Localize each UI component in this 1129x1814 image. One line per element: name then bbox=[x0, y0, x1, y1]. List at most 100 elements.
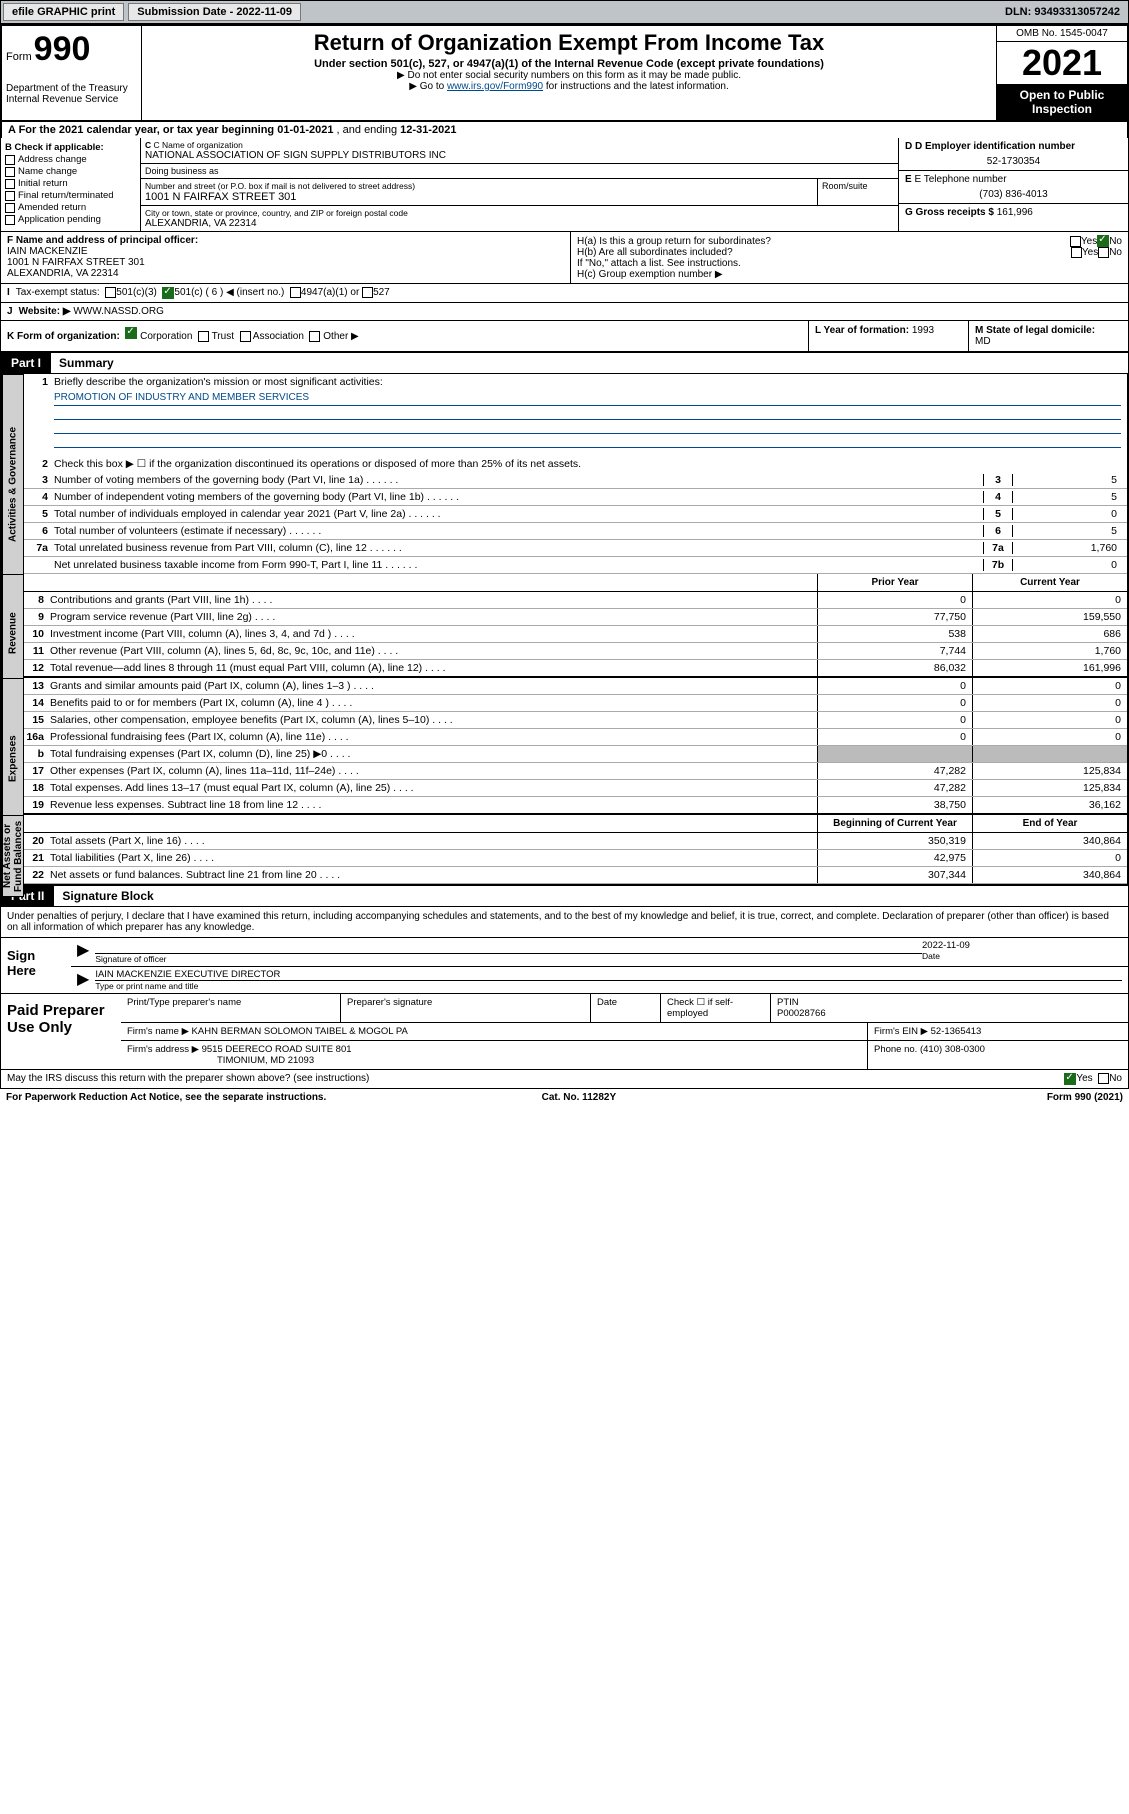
part-1-body: Activities & Governance 1 Briefly descri… bbox=[0, 374, 1129, 886]
b-check-item: Address change bbox=[5, 154, 136, 165]
form-title: Return of Organization Exempt From Incom… bbox=[146, 30, 992, 56]
i-501c-checkbox[interactable] bbox=[162, 287, 174, 299]
firm-name-value: KAHN BERMAN SOLOMON TAIBEL & MOGOL PA bbox=[192, 1026, 408, 1037]
officer-name-field: IAIN MACKENZIE EXECUTIVE DIRECTOR Type o… bbox=[95, 969, 1122, 991]
note2-pre: ▶ Go to bbox=[409, 81, 447, 92]
ha-yes-checkbox[interactable] bbox=[1070, 236, 1081, 247]
ty-pre: A For the 2021 calendar year, or tax yea… bbox=[8, 124, 277, 136]
b-check-item: Amended return bbox=[5, 202, 136, 213]
col-current-year: Current Year bbox=[972, 574, 1127, 591]
checkbox[interactable] bbox=[5, 167, 15, 177]
row-j: J Website: ▶ WWW.NASSD.ORG bbox=[0, 303, 1129, 321]
firm-ein-value: 52-1365413 bbox=[931, 1026, 982, 1037]
checkbox[interactable] bbox=[5, 179, 15, 189]
website-value: WWW.NASSD.ORG bbox=[73, 306, 164, 317]
data-row: 19Revenue less expenses. Subtract line 1… bbox=[24, 797, 1127, 815]
b-check-item: Name change bbox=[5, 166, 136, 177]
data-row: 17Other expenses (Part IX, column (A), l… bbox=[24, 763, 1127, 780]
checkbox[interactable] bbox=[5, 203, 15, 213]
signature-declaration: Under penalties of perjury, I declare th… bbox=[0, 907, 1129, 938]
gov-line: 7aTotal unrelated business revenue from … bbox=[24, 540, 1127, 557]
line-value: 0 bbox=[1013, 559, 1123, 571]
k-trust-checkbox[interactable] bbox=[198, 331, 209, 342]
submission-date-button[interactable]: Submission Date - 2022-11-09 bbox=[128, 3, 301, 21]
line-num: 6 bbox=[28, 525, 54, 537]
i-501c3-checkbox[interactable] bbox=[105, 287, 116, 298]
officer-sig-label: Signature of officer bbox=[95, 954, 922, 964]
line-1-text: Briefly describe the organization's miss… bbox=[54, 376, 1123, 388]
officer-signature-field[interactable]: Signature of officer bbox=[95, 940, 922, 964]
line-text: Total liabilities (Part X, line 26) . . … bbox=[50, 850, 817, 866]
k-o3: Association bbox=[253, 331, 304, 342]
page-footer: For Paperwork Reduction Act Notice, see … bbox=[0, 1089, 1129, 1106]
i-4947-checkbox[interactable] bbox=[290, 287, 301, 298]
revenue-header: Prior Year Current Year bbox=[24, 574, 1127, 592]
current-value: 0 bbox=[972, 695, 1127, 711]
governance-section: Activities & Governance 1 Briefly descri… bbox=[2, 374, 1127, 574]
line-text: Total assets (Part X, line 16) . . . . bbox=[50, 833, 817, 849]
col-c: C C Name of organization NATIONAL ASSOCI… bbox=[141, 138, 898, 231]
hb-no-checkbox[interactable] bbox=[1098, 247, 1109, 258]
hb-note: If "No," attach a list. See instructions… bbox=[577, 258, 1122, 269]
note2-post: for instructions and the latest informat… bbox=[543, 81, 729, 92]
ptin-value: P00028766 bbox=[777, 1008, 1122, 1019]
instructions-link[interactable]: www.irs.gov/Form990 bbox=[447, 81, 543, 92]
line-num: 7a bbox=[28, 542, 54, 554]
k-o4: Other ▶ bbox=[323, 331, 358, 342]
net-assets-section: Net Assets or Fund Balances Beginning of… bbox=[2, 815, 1127, 886]
checkbox[interactable] bbox=[5, 215, 15, 225]
sign-here-label: Sign Here bbox=[1, 938, 71, 993]
i-text: Tax-exempt status: bbox=[16, 287, 100, 299]
j-lab: J bbox=[7, 306, 13, 317]
k-lab: K Form of organization: bbox=[7, 331, 120, 342]
discuss-no-checkbox[interactable] bbox=[1098, 1073, 1109, 1084]
line-num: 9 bbox=[24, 609, 50, 625]
prep-name-header: Print/Type preparer's name bbox=[121, 994, 341, 1022]
prior-value: 7,744 bbox=[817, 643, 972, 659]
hb-yes-checkbox[interactable] bbox=[1071, 247, 1082, 258]
current-value: 0 bbox=[972, 712, 1127, 728]
officer-name: IAIN MACKENZIE bbox=[7, 246, 564, 257]
checkbox[interactable] bbox=[5, 191, 15, 201]
discuss-yes-checkbox[interactable] bbox=[1064, 1073, 1076, 1085]
checkbox[interactable] bbox=[5, 155, 15, 165]
ty-end: 12-31-2021 bbox=[400, 124, 456, 136]
dba-label: Doing business as bbox=[145, 166, 219, 176]
k-o1: Corporation bbox=[140, 331, 192, 342]
prior-value: 0 bbox=[817, 592, 972, 608]
room-suite-cell: Room/suite bbox=[818, 179, 898, 205]
data-row: 11Other revenue (Part VIII, column (A), … bbox=[24, 643, 1127, 660]
line-text: Total expenses. Add lines 13–17 (must eq… bbox=[50, 780, 817, 796]
line-text: Revenue less expenses. Subtract line 18 … bbox=[50, 797, 817, 813]
d-gross: G Gross receipts $ 161,996 bbox=[899, 204, 1128, 221]
prior-value: 47,282 bbox=[817, 763, 972, 779]
k-corp-checkbox[interactable] bbox=[125, 327, 137, 339]
k-other-checkbox[interactable] bbox=[309, 331, 320, 342]
firm-addr1: 9515 DEERECO ROAD SUITE 801 bbox=[202, 1044, 352, 1055]
line-text: Contributions and grants (Part VIII, lin… bbox=[50, 592, 817, 608]
line-text: Program service revenue (Part VIII, line… bbox=[50, 609, 817, 625]
efile-print-button[interactable]: efile GRAPHIC print bbox=[3, 3, 124, 21]
line-num: 10 bbox=[24, 626, 50, 642]
prior-value: 350,319 bbox=[817, 833, 972, 849]
current-value: 159,550 bbox=[972, 609, 1127, 625]
k-o2: Trust bbox=[212, 331, 234, 342]
city-label: City or town, state or province, country… bbox=[145, 208, 408, 218]
top-bar: efile GRAPHIC print Submission Date - 20… bbox=[0, 0, 1129, 24]
current-value: 36,162 bbox=[972, 797, 1127, 813]
c-name-label: C C Name of organization bbox=[145, 140, 446, 150]
col-end-year: End of Year bbox=[972, 815, 1127, 832]
current-value: 125,834 bbox=[972, 763, 1127, 779]
k-assoc-checkbox[interactable] bbox=[240, 331, 251, 342]
col-begin-year: Beginning of Current Year bbox=[817, 815, 972, 832]
i-527-checkbox[interactable] bbox=[362, 287, 373, 298]
ha-label: H(a) Is this a group return for subordin… bbox=[577, 236, 1070, 247]
header-mid: Return of Organization Exempt From Incom… bbox=[142, 26, 997, 120]
d-tel: E E Telephone number (703) 836-4013 bbox=[899, 171, 1128, 204]
ha-no-checkbox[interactable] bbox=[1097, 235, 1109, 247]
tax-year: 2021 bbox=[997, 42, 1127, 84]
part-1-header: Part I Summary bbox=[0, 353, 1129, 374]
arrow-icon: ▶ bbox=[77, 940, 89, 964]
col-prior-year: Prior Year bbox=[817, 574, 972, 591]
data-row: 21Total liabilities (Part X, line 26) . … bbox=[24, 850, 1127, 867]
